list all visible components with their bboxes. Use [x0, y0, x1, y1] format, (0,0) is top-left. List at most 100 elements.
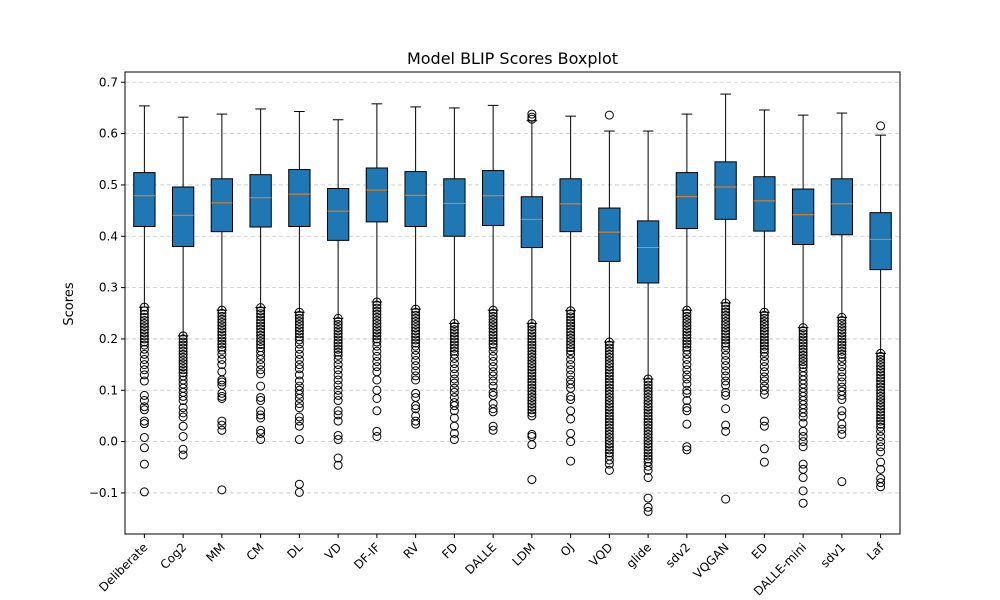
outlier-point [449, 378, 459, 388]
box-iqr [559, 178, 582, 233]
outlier-point [682, 403, 692, 413]
outlier-point [139, 325, 149, 335]
outlier-point [566, 395, 576, 405]
outlier-point [604, 346, 614, 356]
outlier-point [333, 380, 343, 390]
outlier-point [256, 312, 266, 322]
outlier-point [604, 445, 614, 455]
outlier-point [333, 313, 343, 323]
box-iqr [443, 178, 466, 237]
outlier-point [721, 332, 731, 342]
outlier-point [139, 319, 149, 329]
outlier-point [139, 376, 149, 386]
outlier-point [721, 355, 731, 365]
outlier-point [682, 354, 692, 364]
outlier-point [798, 329, 808, 339]
outlier-point [139, 349, 149, 359]
outlier-point [566, 349, 576, 359]
outlier-point [333, 453, 343, 463]
outlier-point [604, 386, 614, 396]
outlier-point [643, 399, 653, 409]
outlier-point [682, 365, 692, 375]
outlier-point [488, 407, 498, 417]
outlier-point [527, 440, 537, 450]
outlier-point [759, 376, 769, 386]
outlier-point [449, 428, 459, 438]
outlier-point [139, 402, 149, 412]
outlier-point [333, 344, 343, 354]
box-group [636, 130, 660, 516]
outlier-point [643, 396, 653, 406]
outlier-point [178, 343, 188, 353]
outlier-point [837, 477, 847, 487]
outlier-point [682, 406, 692, 416]
outlier-point [566, 312, 576, 322]
outlier-point [604, 340, 614, 350]
outlier-point [682, 339, 692, 349]
outlier-point [876, 426, 886, 436]
outlier-point [333, 332, 343, 342]
outlier-point [217, 349, 227, 359]
outlier-point [411, 401, 421, 411]
outlier-point [449, 401, 459, 411]
outlier-point [256, 330, 266, 340]
outlier-point [411, 313, 421, 323]
outlier-point [798, 338, 808, 348]
outlier-point [372, 300, 382, 310]
outlier-point [876, 364, 886, 374]
outlier-point [333, 323, 343, 333]
outlier-point [682, 388, 692, 398]
outlier-point [566, 306, 576, 316]
outlier-point [798, 486, 808, 496]
outlier-point [372, 322, 382, 332]
outlier-point [217, 420, 227, 430]
outlier-point [759, 313, 769, 323]
outlier-point [759, 421, 769, 431]
outlier-point [372, 306, 382, 316]
outlier-point [411, 366, 421, 376]
outlier-point [604, 417, 614, 427]
outlier-point [604, 355, 614, 365]
outlier-point [721, 361, 731, 371]
box-group [520, 109, 544, 485]
box-iqr [365, 167, 389, 223]
outlier-point [217, 354, 227, 364]
outlier-point [721, 316, 731, 326]
outlier-point [333, 354, 343, 364]
outlier-point [217, 360, 227, 370]
outlier-point [643, 426, 653, 436]
outlier-point [876, 422, 886, 432]
outlier-point [294, 435, 304, 445]
outlier-point [178, 421, 188, 431]
outlier-point [798, 344, 808, 354]
outlier-point [876, 376, 886, 386]
outlier-point [527, 349, 537, 359]
outlier-point [837, 362, 847, 372]
outlier-point [837, 357, 847, 367]
outlier-point [256, 425, 266, 435]
outlier-point [178, 340, 188, 350]
outlier-point [643, 389, 653, 399]
outlier-point [604, 392, 614, 402]
outlier-point [643, 429, 653, 439]
outlier-point [217, 339, 227, 349]
outlier-point [449, 349, 459, 359]
outlier-point [488, 321, 498, 331]
outlier-point [876, 410, 886, 420]
outlier-point [488, 339, 498, 349]
outlier-point [256, 413, 266, 423]
outlier-point [566, 391, 576, 401]
y-tick-label: 0.3 [99, 281, 118, 295]
outlier-point [217, 327, 227, 337]
outlier-point [682, 324, 692, 334]
outlier-point [449, 331, 459, 341]
outlier-point [721, 366, 731, 376]
outlier-point [566, 340, 576, 350]
outlier-point [333, 316, 343, 326]
outlier-point [217, 393, 227, 403]
outlier-point [604, 368, 614, 378]
outlier-point [217, 377, 227, 387]
outlier-point [256, 406, 266, 416]
box-group [365, 103, 389, 441]
outlier-point [139, 405, 149, 415]
